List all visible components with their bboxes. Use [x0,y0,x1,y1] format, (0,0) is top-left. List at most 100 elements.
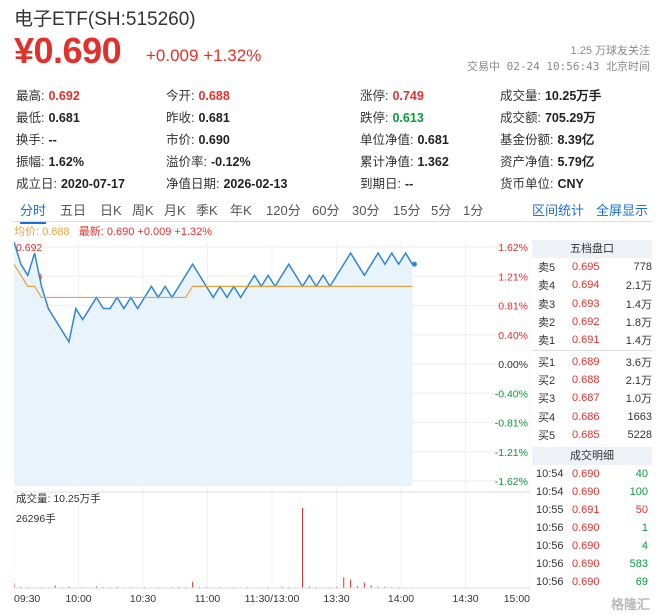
volume-max-label: 26296手 [16,512,56,525]
intraday-chart-svg[interactable]: 0.6921.62%0.6891.21%0.6860.81%0.6840.40%… [13,236,531,611]
trade-volume: 583 [629,557,648,570]
quote-cell: 最低: 0.681 [16,107,80,126]
trade-price: 0.690 [572,485,600,498]
tab-0[interactable]: 分时 [20,200,47,224]
tab-10[interactable]: 15分 [393,203,421,218]
trade-time: 10:54 [536,485,564,498]
tab-12[interactable]: 1分 [463,203,484,218]
quote-label: 资产净值: [500,154,554,169]
quote-value: 5.79亿 [557,154,595,169]
range-stats-link[interactable]: 区间统计 [532,203,585,218]
tab-6[interactable]: 年K [230,203,252,218]
trade-status: 交易中 02-24 10:56:43 北京时间 [467,60,650,73]
trade-price: 0.690 [572,557,600,570]
quote-cell: 昨收: 0.681 [166,107,230,126]
fullscreen-link[interactable]: 全屏显示 [596,203,649,218]
tab-7[interactable]: 120分 [266,203,301,218]
quote-value: 2020-07-17 [60,176,125,191]
x-tick-label: 14:00 [388,593,414,605]
trade-time: 10:54 [536,467,564,480]
avg-price-line [13,263,413,299]
orderbook-price: 0.685 [572,428,600,441]
ask-row: 卖1 0.691 1.4万 [532,331,652,349]
tab-9[interactable]: 30分 [352,203,380,218]
trade-volume: 1 [641,521,648,534]
tab-1[interactable]: 五日 [60,203,87,218]
quote-cell: 成交量: 10.25万手 [500,85,601,104]
orderbook-volume: 5228 [627,428,652,441]
trade-row: 10:55 0.691 50 [532,501,652,519]
quote-value: -- [404,176,414,191]
bid-row: 买3 0.687 1.0万 [532,389,652,407]
quote-label: 累计净值: [360,154,414,169]
quote-cell: 单位净值: 0.681 [360,129,449,148]
quote-value: 0.681 [417,132,449,147]
orderbook-level-label: 卖2 [538,317,556,330]
orderbook-volume: 2.1万 [625,374,652,387]
tab-11[interactable]: 5分 [431,203,452,218]
tab-4[interactable]: 月K [164,203,186,218]
x-tick-label: 11:30/13:00 [245,593,300,605]
y-tick-label-right: -0.81% [495,418,528,430]
volume-label: 成交量: 10.25万手 [16,492,101,505]
follow-count: 1.25 万球友关注 [570,45,650,57]
quote-cell: 资产净值: 5.79亿 [500,151,594,170]
orderbook-price: 0.691 [572,334,600,347]
orderbook-volume: 1663 [627,410,652,423]
trade-volume: 100 [629,485,648,498]
quote-cell: 成立日: 2020-07-17 [16,173,125,192]
orderbook-level-label: 买2 [538,374,556,387]
orderbook-volume: 1.0万 [625,393,652,406]
orderbook-volume: 778 [633,261,652,274]
quote-label: 成立日: [16,176,57,191]
tab-5[interactable]: 季K [196,203,218,218]
orderbook-level-label: 卖5 [538,262,556,275]
x-tick-label: 14:30 [452,593,478,605]
trade-time: 10:56 [536,521,564,534]
trade-volume: 40 [635,467,648,480]
trade-price: 0.690 [572,575,600,588]
orderbook-volume: 3.6万 [625,356,652,369]
trade-price: 0.691 [572,503,600,516]
orderbook-level-label: 买3 [538,393,556,406]
quote-label: 最高: [16,88,45,103]
tab-2[interactable]: 日K [100,203,122,218]
y-tick-label-right: 1.21% [498,271,528,283]
trade-price: 0.690 [572,467,600,480]
orderbook-volume: 1.4万 [625,335,652,348]
quote-table: 最高: 0.692 今开: 0.688 涨停: 0.749 成交量: 10.25万手 最低: 0.… [16,83,652,193]
trade-price: 0.690 [572,521,600,534]
watermark-text: 格隆汇 [610,597,650,612]
trade-time: 10:56 [536,575,564,588]
quote-label: 涨停: [360,88,389,103]
quote-cell: 成交额: 705.29万 [500,107,596,126]
orderbook-level-label: 买4 [538,411,556,424]
quote-value: 1.62% [48,154,84,169]
quote-label: 市价: [166,132,195,147]
fund-title: 电子ETF(SH:515260) [14,9,196,30]
bid-row: 买2 0.688 2.1万 [532,371,652,389]
tab-3[interactable]: 周K [132,203,154,218]
quote-cell: 跌停: 0.613 [360,107,424,126]
quote-label: 昨收: [166,110,195,125]
latest-price-legend: 最新: 0.690 +0.009 +1.32% [78,226,213,238]
quote-label: 净值日期: [166,176,220,191]
trade-volume: 50 [635,503,648,516]
quote-value: 8.39亿 [557,132,595,147]
trade-row: 10:56 0.690 4 [532,537,652,555]
quote-value: -0.12% [210,154,251,169]
tab-8[interactable]: 60分 [312,203,340,218]
orderbook-price: 0.692 [572,316,600,329]
quote-label: 基金份额: [500,132,554,147]
intraday-chart[interactable]: 0.6921.62%0.6891.21%0.6860.81%0.6840.40%… [13,236,531,611]
current-price: ¥0.690 [14,30,122,71]
ask-row: 卖5 0.695 778 [532,258,652,276]
quote-cell: 换手: -- [16,129,57,148]
trade-time: 10:56 [536,539,564,552]
quote-value: 2026-02-13 [223,176,288,191]
quote-value: 1.362 [417,154,449,169]
quote-label: 跌停: [360,110,389,125]
orderbook-volume: 2.1万 [625,280,652,293]
orderbook-volume: 1.8万 [625,317,652,330]
y-tick-label-right: 0.81% [498,301,528,313]
